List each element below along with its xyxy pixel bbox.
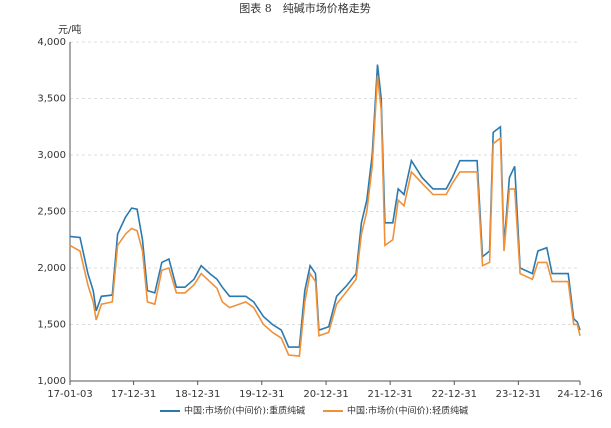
legend-label: 中国:市场价(中间价):轻质纯碱 <box>347 405 468 417</box>
x-tick-label: 22-12-31 <box>432 389 477 400</box>
x-tick-label: 20-12-31 <box>303 389 348 400</box>
y-tick-label: 3,500 <box>37 94 66 105</box>
line-series <box>69 64 581 348</box>
legend-label: 中国:市场价(中间价):重质纯碱 <box>184 405 305 417</box>
y-axis-unit: 元/吨 <box>58 23 81 36</box>
y-tick-label: 4,000 <box>37 37 66 48</box>
x-tick-label: 23-12-31 <box>496 389 541 400</box>
y-tick-label: 1,500 <box>37 320 66 331</box>
x-tick-label: 17-01-03 <box>47 389 92 400</box>
line-series <box>69 75 581 357</box>
x-tick-label: 19-12-31 <box>239 389 284 400</box>
x-tick-label: 17-12-31 <box>111 389 156 400</box>
x-tick-label: 18-12-31 <box>175 389 220 400</box>
y-tick-label: 2,000 <box>37 263 66 274</box>
y-tick-label: 3,000 <box>37 150 66 161</box>
y-tick-label: 1,000 <box>37 376 66 387</box>
y-tick-label: 2,500 <box>37 207 66 218</box>
chart-title: 图表 8 纯碱市场价格走势 <box>239 1 371 15</box>
x-tick-label: 24-12-16 <box>557 389 602 400</box>
x-tick-label: 21-12-31 <box>367 389 412 400</box>
